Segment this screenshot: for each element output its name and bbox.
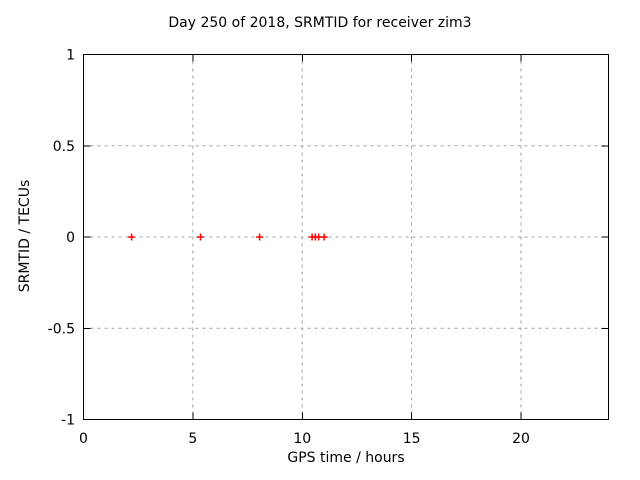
chart-title: Day 250 of 2018, SRMTID for receiver zim…	[168, 15, 472, 31]
x-tick-label: 5	[188, 431, 197, 447]
x-tick-label: 0	[79, 431, 88, 447]
x-tick-label: 20	[512, 431, 530, 447]
x-axis-label: GPS time / hours	[287, 450, 405, 466]
y-tick-label: -1	[61, 413, 75, 429]
y-tick-label: 0.5	[53, 139, 75, 155]
x-tick-label: 10	[293, 431, 311, 447]
x-tick-label: 15	[403, 431, 421, 447]
y-tick-label: -0.5	[48, 321, 75, 337]
y-tick-label: 0	[66, 230, 75, 246]
y-tick-label: 1	[66, 48, 75, 64]
